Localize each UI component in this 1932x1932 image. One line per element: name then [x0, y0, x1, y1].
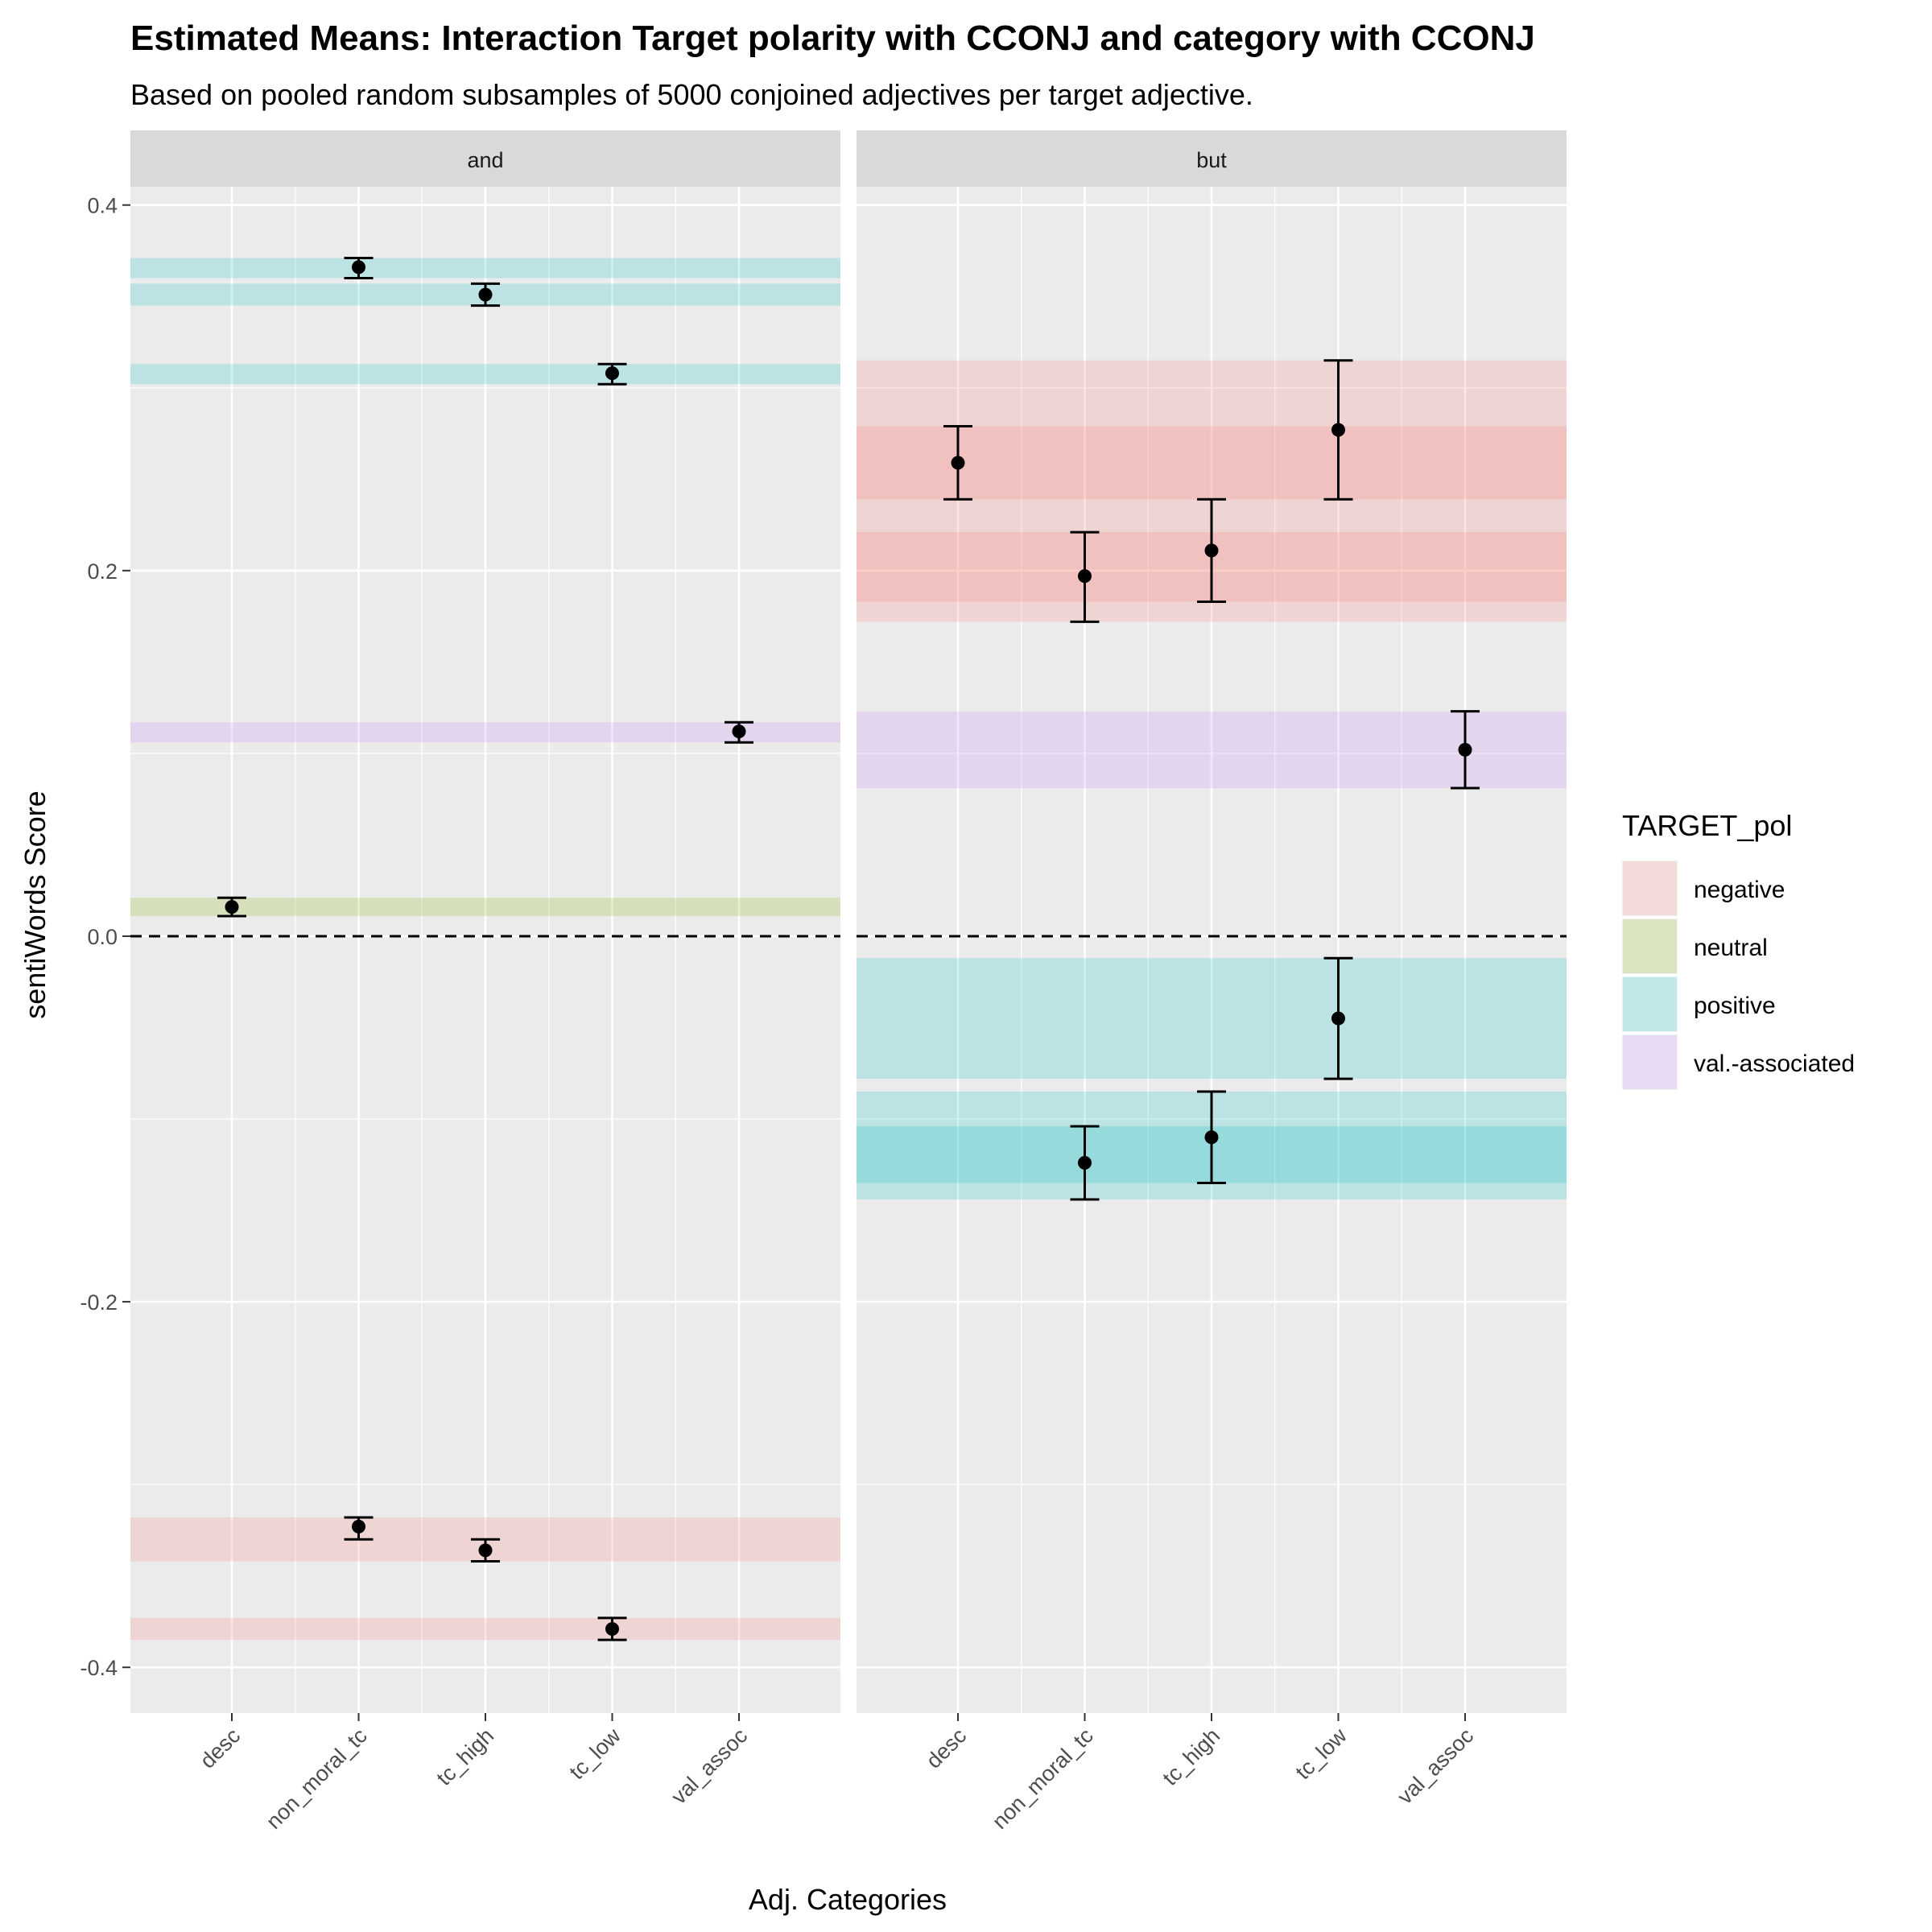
- y-tick-label: 0.0: [87, 925, 118, 949]
- x-tick-label: tc_high: [431, 1724, 498, 1790]
- legend-title: TARGET_pol: [1622, 809, 1792, 842]
- legend-item-negative: negative: [1622, 861, 1785, 916]
- legend-label: val.-associated: [1694, 1051, 1855, 1077]
- x-tick-label: val_assoc: [667, 1724, 752, 1809]
- confidence-band-negative: [130, 1617, 840, 1641]
- confidence-band-positive: [857, 958, 1567, 1080]
- data-point: [1458, 742, 1472, 757]
- facet-panel-and: and desc non_moral_tc tc_high tc_low val_asso…: [80, 130, 840, 1834]
- x-axis-title: Adj. Categories: [749, 1883, 947, 1916]
- x-tick-label: desc: [922, 1724, 972, 1773]
- legend: TARGET_pol negative neutral positive val.-a…: [1622, 809, 1855, 1090]
- confidence-band-positive: [130, 258, 840, 279]
- legend-key-background: [1622, 919, 1678, 974]
- legend-label: neutral: [1694, 935, 1768, 961]
- x-tick-label: desc: [196, 1724, 246, 1773]
- x-tick-label: tc_low: [1290, 1724, 1352, 1785]
- data-point: [478, 1543, 493, 1558]
- legend-key-swatch: [1623, 977, 1677, 1031]
- legend-key-swatch: [1623, 861, 1677, 915]
- confidence-band-neutral: [130, 898, 840, 916]
- x-tick-label: val_assoc: [1393, 1724, 1478, 1809]
- y-axis-title: sentiWords Score: [19, 791, 52, 1018]
- legend-item-positive: positive: [1622, 976, 1776, 1032]
- confidence-band-negative: [857, 360, 1567, 500]
- data-point: [1078, 569, 1092, 584]
- legend-item-neutral: neutral: [1622, 919, 1768, 974]
- chart-subtitle: Based on pooled random subsamples of 500…: [130, 78, 1253, 111]
- data-point: [1331, 1011, 1345, 1026]
- x-tick-label: non_moral_tc: [988, 1724, 1098, 1834]
- confidence-band-negative: [130, 1517, 840, 1540]
- data-point: [732, 724, 746, 739]
- y-tick-label: 0.2: [87, 559, 118, 584]
- legend-key-swatch: [1623, 1035, 1677, 1089]
- data-point: [478, 287, 493, 302]
- legend-item-val_associated: val.-associated: [1622, 1034, 1855, 1090]
- facet-panel-but: but desc non_moral_tc tc_high tc_low val_asso…: [857, 130, 1567, 1834]
- data-point: [1204, 543, 1219, 558]
- confidence-band-val_associated: [130, 722, 840, 743]
- data-point: [225, 900, 239, 914]
- legend-key-background: [1622, 1034, 1678, 1090]
- data-point: [1331, 423, 1345, 437]
- x-tick-label: tc_high: [1158, 1724, 1224, 1790]
- legend-key-background: [1622, 861, 1678, 916]
- legend-key-swatch: [1623, 919, 1677, 973]
- facet-strip-label: but: [1196, 148, 1227, 172]
- chart-title: Estimated Means: Interaction Target pola…: [130, 19, 1535, 58]
- data-point: [352, 1519, 365, 1534]
- data-point: [605, 1622, 619, 1637]
- legend-key-background: [1622, 976, 1678, 1032]
- data-point: [605, 366, 619, 381]
- confidence-band-negative: [857, 426, 1567, 500]
- data-point: [352, 260, 365, 275]
- x-tick-label: tc_low: [564, 1724, 625, 1785]
- legend-items: negative neutral positive val.-associated: [1622, 861, 1855, 1090]
- x-tick-label: non_moral_tc: [262, 1724, 372, 1834]
- y-tick-label: -0.4: [80, 1656, 118, 1680]
- y-tick-label: -0.2: [80, 1290, 118, 1315]
- y-tick-label: 0.4: [87, 194, 118, 218]
- data-point: [1204, 1130, 1219, 1145]
- data-point: [951, 456, 965, 470]
- data-point: [1078, 1156, 1092, 1170]
- facet-strip: [857, 130, 1567, 187]
- legend-label: positive: [1694, 993, 1776, 1019]
- facet-panels: and desc non_moral_tc tc_high tc_low val_asso…: [80, 130, 1567, 1834]
- facet-strip: [130, 130, 840, 187]
- confidence-band-val_associated: [857, 711, 1567, 789]
- legend-label: negative: [1694, 877, 1785, 903]
- facet-strip-label: and: [467, 148, 503, 172]
- confidence-band-positive: [130, 364, 840, 385]
